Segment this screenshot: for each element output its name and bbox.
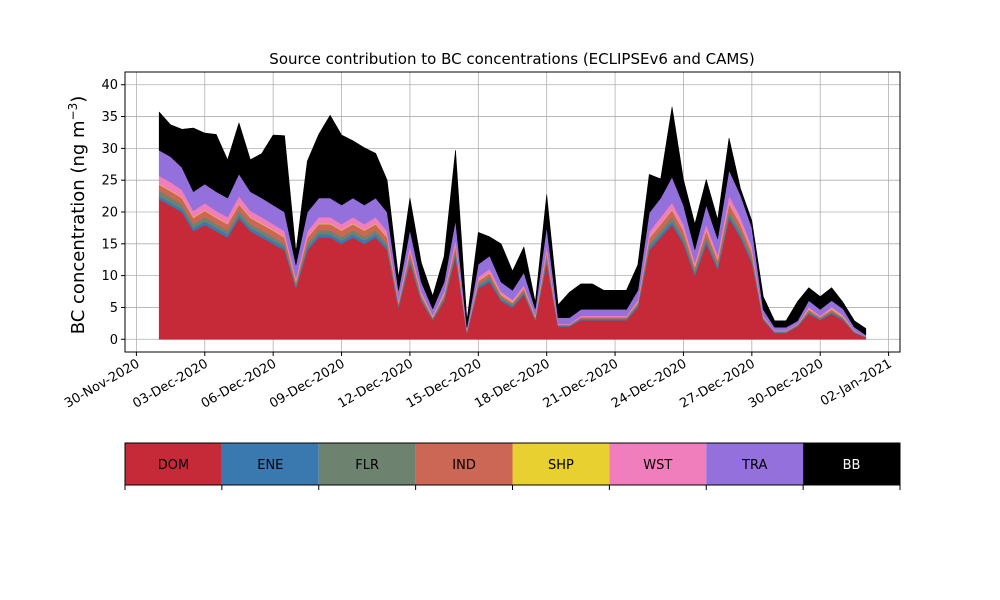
colorbar-label-ind: IND [452,458,476,473]
colorbar-label-shp: SHP [548,458,574,473]
colorbar-label-bb: BB [843,458,861,473]
colorbar-label-dom: DOM [158,458,189,473]
colorbar-label-flr: FLR [355,458,379,473]
y-tick-label: 40 [101,78,118,93]
colorbar-swatch-flr [318,443,416,485]
colorbar-swatch-bb [803,443,900,485]
colorbar-swatch-ene [221,443,319,485]
colorbar-legend: DOM ENE FLR IND SHP WST TRA BB [124,442,901,490]
y-axis-label-superscript: −3 [66,103,80,121]
chart-title: Source contribution to BC concentrations… [269,50,754,68]
colorbar-swatch-shp [512,443,610,485]
colorbar-label-ene: ENE [257,458,283,473]
y-tick-label: 10 [101,269,118,284]
colorbar-swatch-tra [706,443,804,485]
colorbar-swatch-wst [609,443,707,485]
y-tick-label: 20 [101,206,118,221]
y-axis-label: BC concentration (ng m−3) [66,96,89,335]
colorbar-swatch-ind [415,443,513,485]
y-tick-label: 30 [101,142,118,157]
y-tick-label: 25 [101,174,118,189]
y-tick-label: 0 [110,333,118,348]
y-tick-label: 5 [110,301,118,316]
y-tick-label: 35 [101,110,118,125]
y-axis-label-main: BC concentration (ng m [68,120,89,334]
y-tick-label: 15 [101,237,118,252]
colorbar-swatch-dom [125,443,222,485]
area-series-bb [158,106,867,336]
stacked-area-layers [158,106,867,340]
plot-frame [124,71,901,353]
colorbar-label-wst: WST [643,458,672,473]
y-axis-label-close: ) [68,96,89,103]
colorbar-label-tra: TRA [741,458,767,473]
